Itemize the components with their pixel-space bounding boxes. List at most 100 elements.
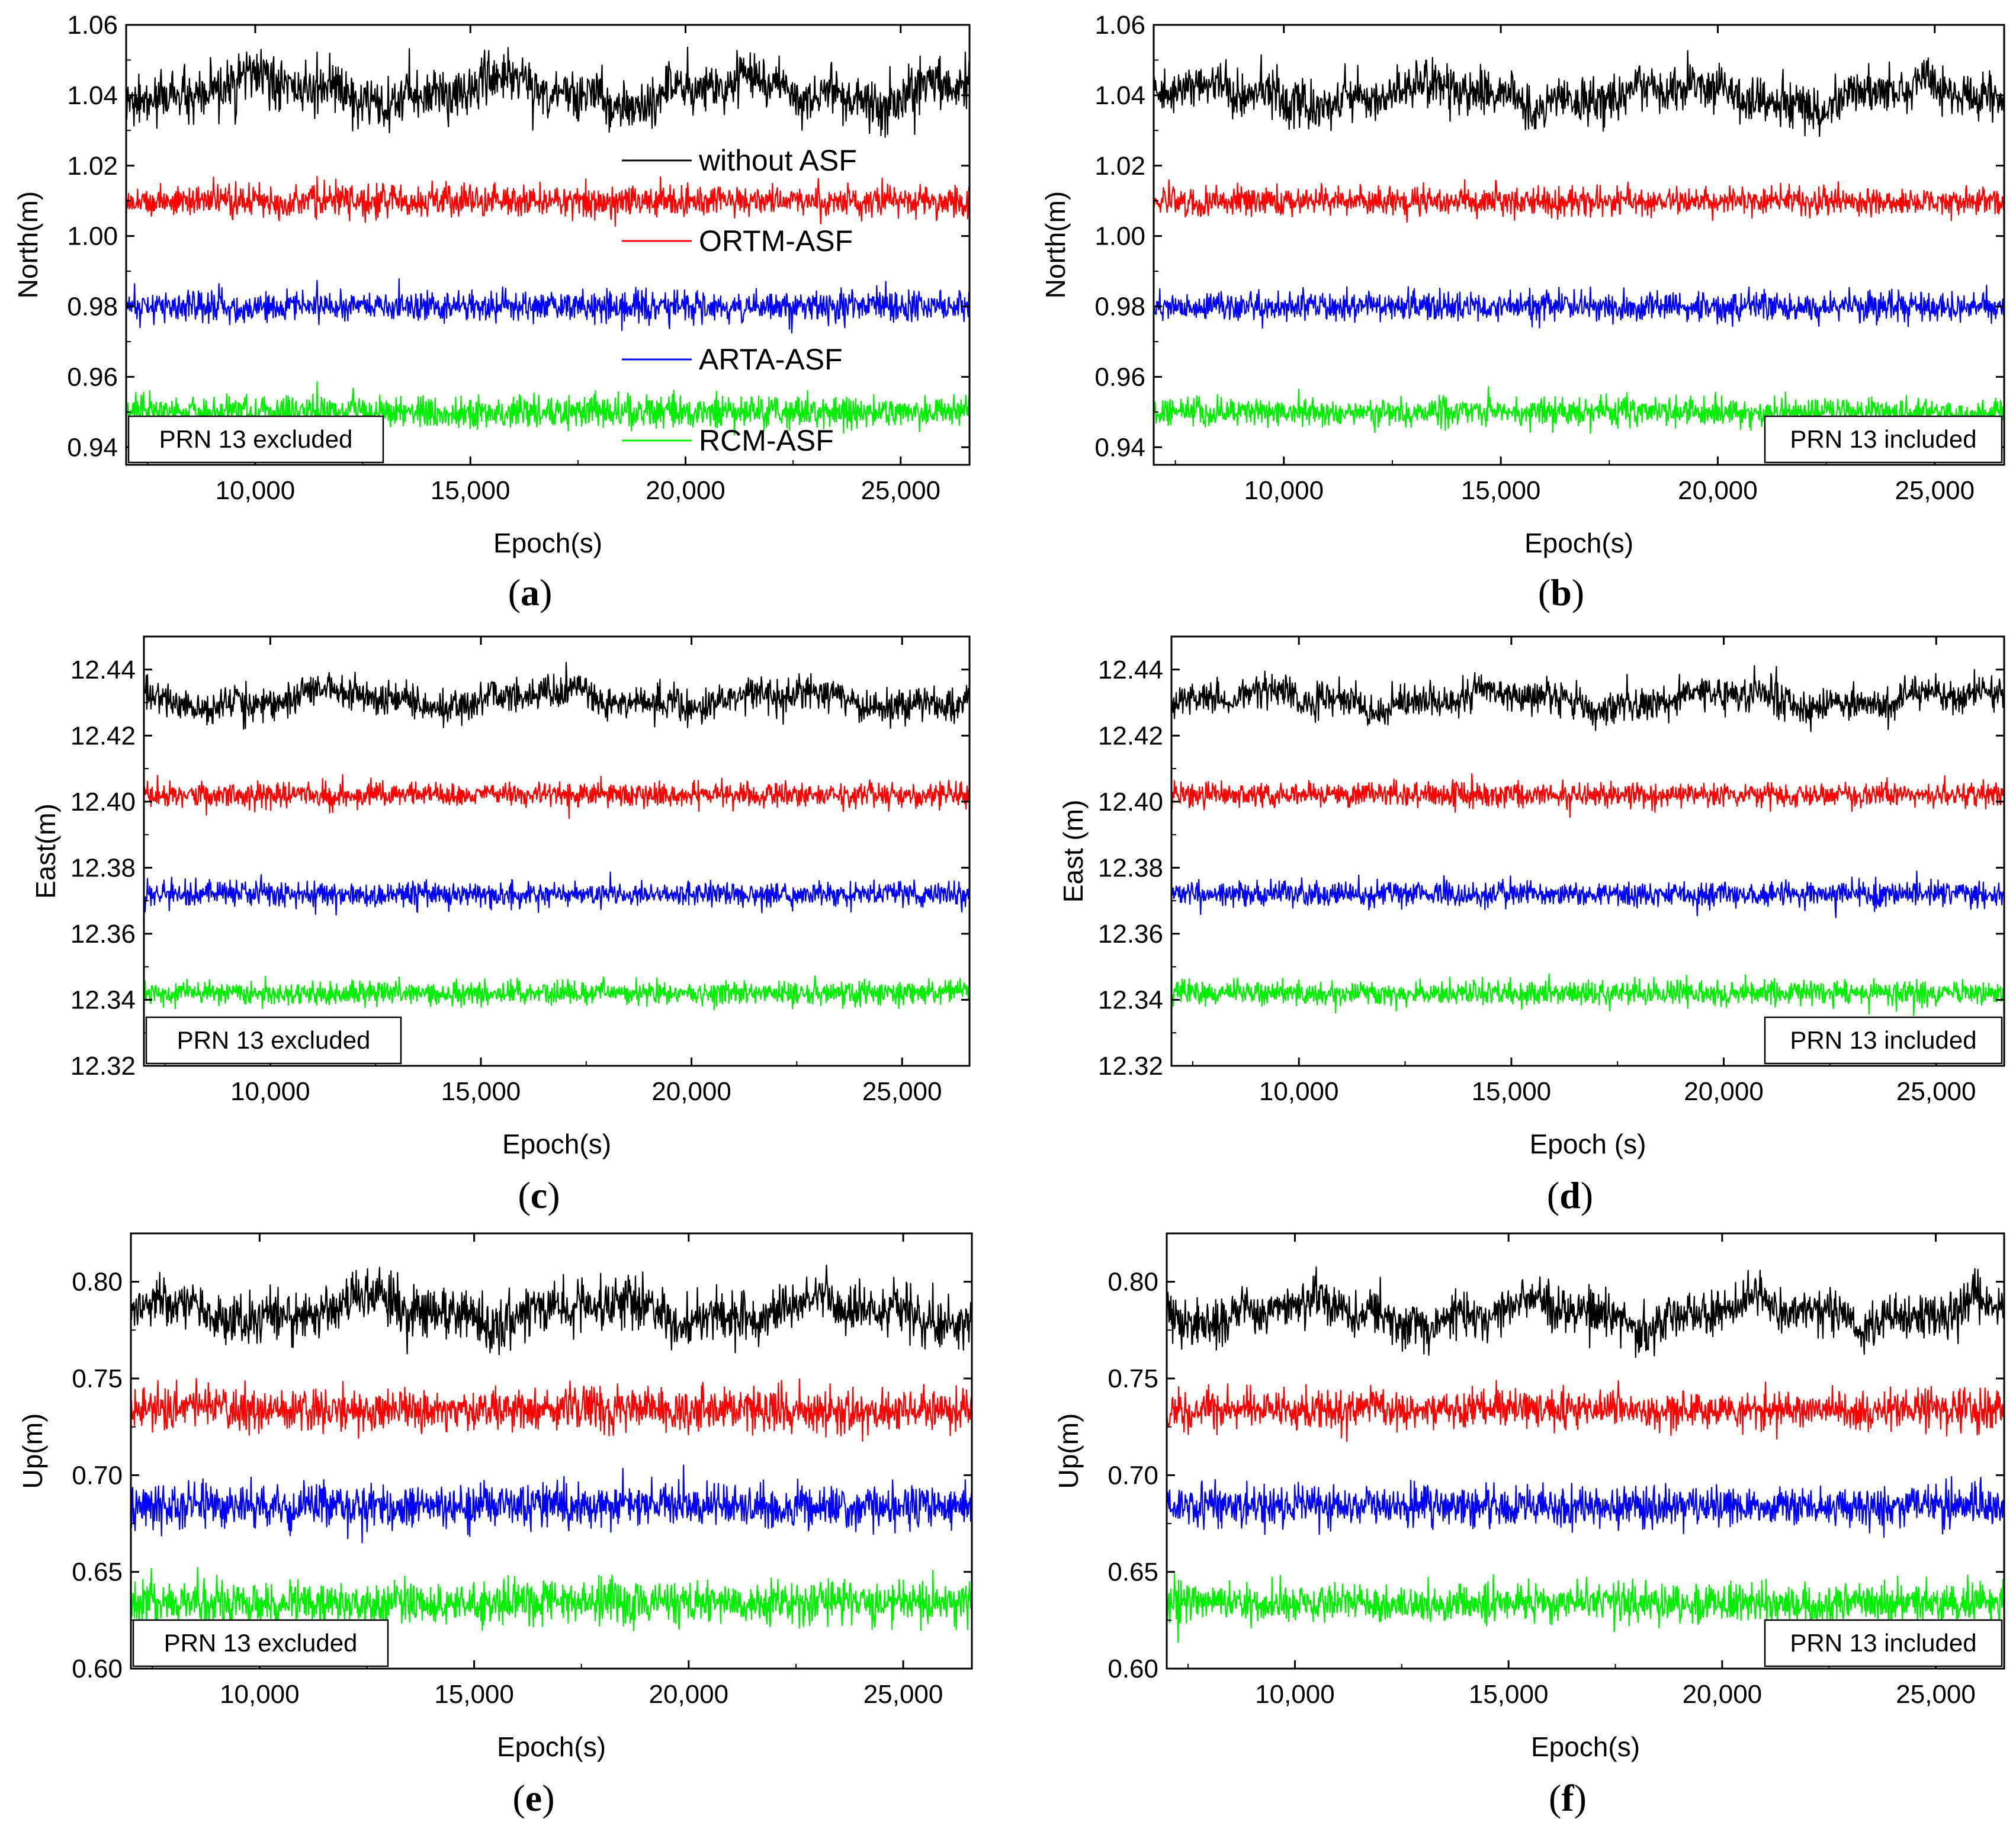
plot-area [1171,665,2004,1017]
series-line-arta-asf [131,1464,972,1544]
series-line-arta-asf [1154,284,2004,329]
x-tick-label: 10,000 [1255,1680,1335,1709]
y-tick-label: 0.65 [72,1558,123,1587]
series-line-ortm-asf [1154,179,2004,223]
note-text: PRN 13 excluded [159,425,353,453]
legend-label-rcm-asf: RCM-ASF [699,424,834,457]
x-tick-label: 10,000 [230,1077,310,1106]
legend-label-arta-asf: ARTA-ASF [699,343,843,376]
note-text: PRN 13 included [1790,1629,1976,1657]
x-axis-title: Epoch (s) [1530,1129,1646,1159]
y-tick-label: 12.38 [70,853,136,882]
panel-c: 10,000 15,000 20,000 25,000 12.32 12.34 12.36 1… [30,635,971,1216]
y-tick-label: 0.96 [67,362,118,391]
series-line-rcm-asf [126,381,970,436]
panel-label: (d) [1547,1174,1593,1216]
x-tick-label: 20,000 [1683,1680,1763,1709]
panel-label: (c) [518,1174,560,1216]
y-tick-label: 12.44 [70,655,136,684]
plot-area [131,1264,972,1650]
x-tick-label: 25,000 [863,1680,943,1709]
series-line-without-asf [1167,1266,2004,1358]
y-tick-label: 1.04 [67,81,118,110]
y-tick-label: 0.75 [72,1364,123,1393]
series-line-ortm-asf [131,1378,972,1442]
legend-label-without-asf: without ASF [698,144,857,177]
y-tick-label: 0.96 [1094,362,1145,391]
x-tick-label: 10,000 [216,476,296,505]
y-axis-title: Up(m) [1053,1413,1084,1489]
x-tick-label: 15,000 [441,1077,521,1106]
x-axis-title: Epoch(s) [1531,1731,1640,1762]
legend-label-ortm-asf: ORTM-ASF [699,224,853,258]
panel-b: 10,000 15,000 20,000 25,000 0.94 0.96 0.98 1.00… [1040,11,2005,613]
plot-area [1167,1266,2004,1643]
panel-f: 10,000 15,000 20,000 25,000 0.60 0.65 0.70 0.75… [1053,1232,2005,1819]
x-tick-label: 10,000 [1259,1077,1339,1106]
x-axis-title: Epoch(s) [497,1731,606,1762]
series-line-without-asf [126,46,970,138]
y-tick-label: 1.00 [1094,222,1145,251]
series-line-without-asf [1154,50,2004,137]
x-tick-label: 15,000 [1472,1077,1552,1106]
legend: without ASF ORTM-ASF ARTA-ASF RCM-ASF [622,144,857,457]
y-tick-label: 12.38 [1098,853,1163,882]
series-line-ortm-asf [144,774,970,820]
y-tick-label: 0.70 [72,1461,123,1490]
y-tick-label: 12.32 [70,1052,136,1081]
y-tick-label: 0.60 [72,1654,123,1683]
note-text: PRN 13 excluded [177,1026,371,1054]
y-axis-title: East(m) [30,804,61,899]
y-tick-label: 12.40 [1098,788,1163,817]
plot-area [1154,50,2004,434]
x-tick-label: 20,000 [646,476,725,505]
series-line-arta-asf [126,278,970,334]
y-tick-label: 1.04 [1094,81,1145,110]
y-tick-label: 12.36 [70,920,136,949]
y-tick-label: 1.06 [1094,11,1145,40]
x-axis-title: Epoch(s) [493,528,602,558]
series-line-without-asf [144,661,970,730]
y-tick-label: 12.32 [1098,1052,1163,1081]
x-tick-label: 25,000 [1896,1077,1976,1106]
y-axis-title: East (m) [1058,800,1089,903]
series-line-rcm-asf [1171,973,2004,1017]
series-line-rcm-asf [144,975,970,1011]
y-tick-label: 12.34 [1098,985,1163,1014]
x-tick-label: 25,000 [861,476,940,505]
panel-label: (a) [508,571,553,613]
x-tick-label: 25,000 [1896,1680,1976,1709]
y-tick-label: 0.98 [1094,293,1145,322]
y-axis-title: North(m) [12,191,43,298]
y-tick-label: 0.98 [67,293,118,322]
note-box [1764,1016,2003,1065]
plot-frame [125,24,971,466]
x-tick-label: 25,000 [1895,476,1975,505]
plot-frame [130,1232,973,1670]
series-line-arta-asf [144,871,970,916]
x-tick-label: 20,000 [649,1680,729,1709]
note-text: PRN 13 included [1790,1026,1976,1054]
note-box [127,415,384,464]
y-tick-label: 0.80 [1107,1268,1158,1297]
x-axis-title: Epoch(s) [1524,528,1633,558]
series-line-ortm-asf [1171,773,2004,818]
y-tick-label: 12.34 [70,985,136,1014]
x-axis-title: Epoch(s) [502,1129,611,1159]
y-tick-label: 12.44 [1098,655,1163,684]
y-tick-label: 1.00 [67,222,118,251]
note-text: PRN 13 included [1790,425,1976,453]
note-box [132,1619,389,1667]
x-tick-label: 15,000 [1461,476,1541,505]
y-tick-label: 0.75 [1107,1364,1158,1393]
x-tick-label: 20,000 [651,1077,731,1106]
series-line-rcm-asf [1167,1573,2004,1643]
x-tick-label: 15,000 [431,476,511,505]
panel-label: (e) [512,1777,554,1819]
x-tick-label: 20,000 [1678,476,1758,505]
series-line-without-asf [1171,665,2004,732]
series-line-without-asf [131,1264,972,1355]
y-tick-label: 1.02 [1094,152,1145,181]
note-text: PRN 13 excluded [164,1629,358,1657]
